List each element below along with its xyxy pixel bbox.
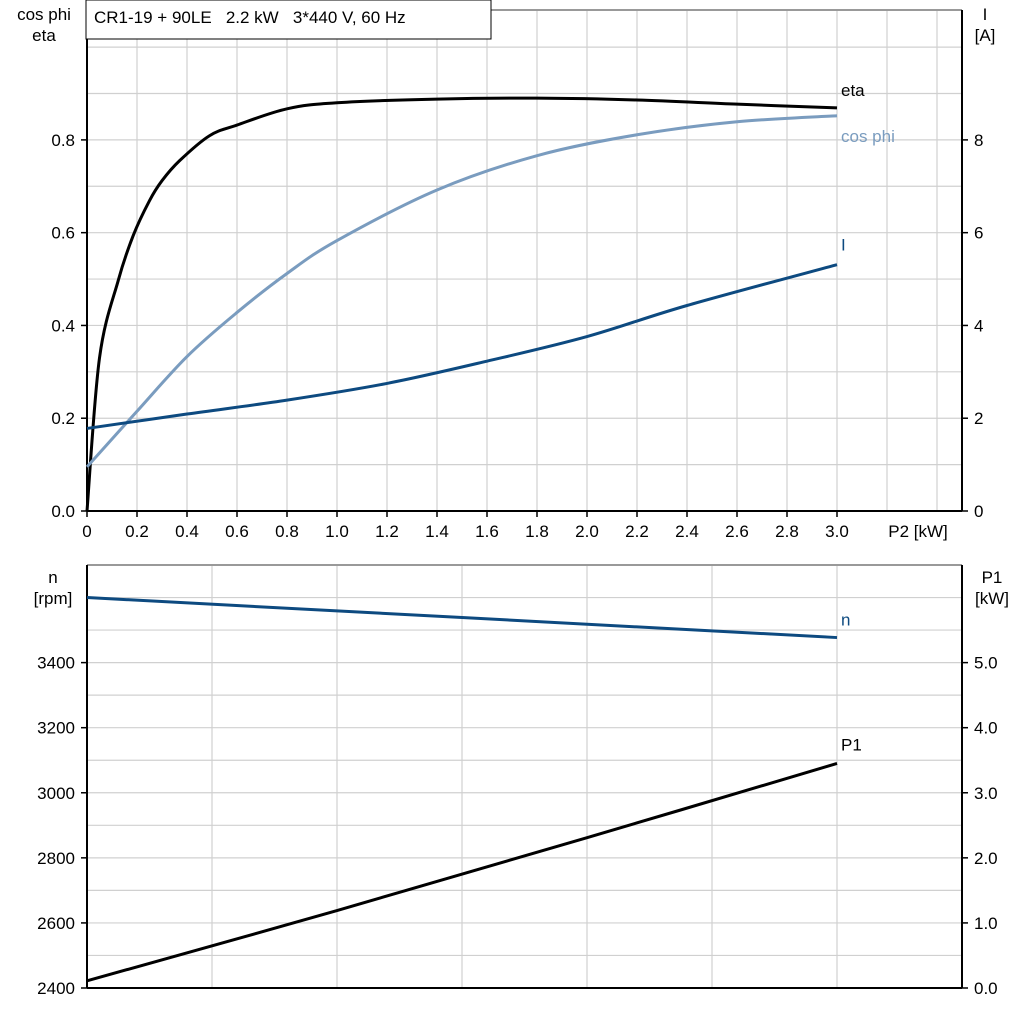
x-tick-label: 2.0: [575, 522, 599, 541]
x-tick-label: 0.8: [275, 522, 299, 541]
top-chart: 0.0 0.2 0.4 0.6 0.8 0 2 4 6 8 0 0.2 0.4 0.6 0.8 1.0 1.2 1…: [51, 9, 983, 541]
y-tick-label-right: 8: [974, 131, 983, 150]
y-tick-label-left: 0.2: [51, 409, 75, 428]
x-tick-label: 1.8: [525, 522, 549, 541]
series-line-cos-phi: [85, 114, 838, 468]
x-tick-label: 0.2: [125, 522, 149, 541]
series-label-cos-phi: cos phi: [841, 127, 895, 146]
y-tick-label-right: 3.0: [974, 784, 998, 803]
y-tick-label-left: 3200: [37, 719, 75, 738]
left-axis-label-2: eta: [32, 26, 56, 45]
series-label-eta: eta: [841, 81, 865, 100]
y-tick-label-right: 0: [974, 502, 983, 521]
y-tick-label-right: 2.0: [974, 849, 998, 868]
y-tick-label-right: 4: [974, 316, 983, 335]
x-tick-label: 1.0: [325, 522, 349, 541]
x-tick-label: 2.8: [775, 522, 799, 541]
y-tick-label-left: 0.0: [51, 502, 75, 521]
series-label-i: I: [841, 236, 846, 255]
y-tick-label-right: 4.0: [974, 719, 998, 738]
bottom-left-axis-label-2: [rpm]: [34, 589, 73, 608]
series-line-p1: [86, 762, 838, 983]
y-tick-label-left: 3400: [37, 654, 75, 673]
y-tick-label-left: 2600: [37, 914, 75, 933]
x-tick-label: 2.4: [675, 522, 699, 541]
chart-title: CR1-19 + 90LE 2.2 kW 3*440 V, 60 Hz: [94, 8, 406, 27]
title-box: CR1-19 + 90LE 2.2 kW 3*440 V, 60 Hz: [85, 0, 492, 40]
bottom-right-axis-label-1: P1: [982, 568, 1003, 587]
series-line-eta: [85, 96, 838, 512]
y-tick-label-left: 0.4: [51, 316, 75, 335]
x-axis-label: P2 [kW]: [888, 522, 948, 541]
bottom-right-axis-label-2: [kW]: [975, 589, 1009, 608]
x-tick-label: 1.6: [475, 522, 499, 541]
y-tick-label-left: 0.6: [51, 224, 75, 243]
x-tick-label: 2.2: [625, 522, 649, 541]
x-tick-label: 0.6: [225, 522, 249, 541]
y-tick-label-left: 3000: [37, 784, 75, 803]
y-tick-label-right: 1.0: [974, 914, 998, 933]
bottom-left-axis-label-1: n: [48, 568, 57, 587]
y-tick-label-right: 5.0: [974, 654, 998, 673]
left-axis-label-1: cos phi: [17, 5, 71, 24]
bottom-chart: 2400 2600 2800 3000 3200 3400 0.0 1.0 2.0 3.0 4.0 5…: [37, 564, 998, 998]
series-line-i: [86, 263, 838, 430]
x-tick-label: 0: [82, 522, 91, 541]
series-label-p1: P1: [841, 735, 862, 754]
x-tick-label: 1.2: [375, 522, 399, 541]
y-tick-label-left: 0.8: [51, 131, 75, 150]
x-tick-label: 1.4: [425, 522, 449, 541]
series-label-n: n: [841, 611, 850, 630]
x-tick-label: 0.4: [175, 522, 199, 541]
y-tick-label-right: 2: [974, 409, 983, 428]
series-line-n: [86, 596, 838, 640]
x-tick-label: 3.0: [825, 522, 849, 541]
y-tick-label-right: 0.0: [974, 979, 998, 998]
y-tick-label-right: 6: [974, 224, 983, 243]
y-tick-label-left: 2800: [37, 849, 75, 868]
right-axis-label-1: I: [983, 5, 988, 24]
x-tick-label: 2.6: [725, 522, 749, 541]
right-axis-label-2: [A]: [975, 26, 996, 45]
y-tick-label-left: 2400: [37, 979, 75, 998]
